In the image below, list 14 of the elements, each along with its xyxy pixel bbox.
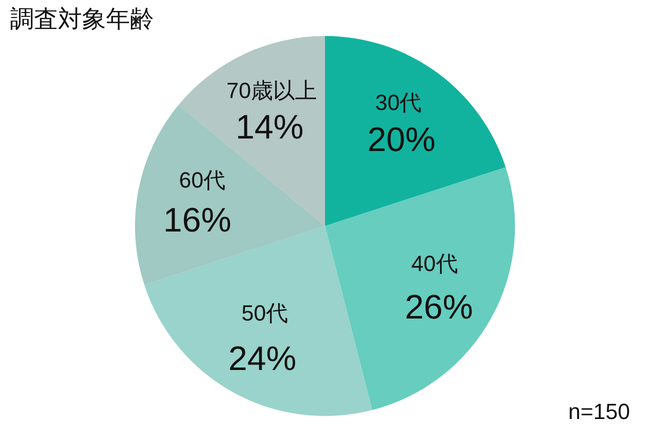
slice-label: 50代 bbox=[242, 300, 288, 326]
slice-label: 70歳以上 bbox=[226, 78, 318, 103]
slice-label: 40代 bbox=[411, 251, 458, 276]
data-label: 14% bbox=[236, 108, 304, 146]
data-label: 20% bbox=[367, 120, 436, 159]
slice-label: 60代 bbox=[178, 168, 226, 193]
text: n=150 bbox=[568, 399, 630, 424]
data-label: 16% bbox=[163, 202, 232, 240]
chart-title: 調査対象年齢 bbox=[10, 6, 154, 33]
pie-slice bbox=[325, 167, 515, 410]
data-label: 26% bbox=[404, 288, 473, 327]
data-label: 24% bbox=[228, 340, 296, 378]
pie-slice bbox=[325, 36, 506, 226]
slice-label: 30代 bbox=[375, 90, 422, 115]
